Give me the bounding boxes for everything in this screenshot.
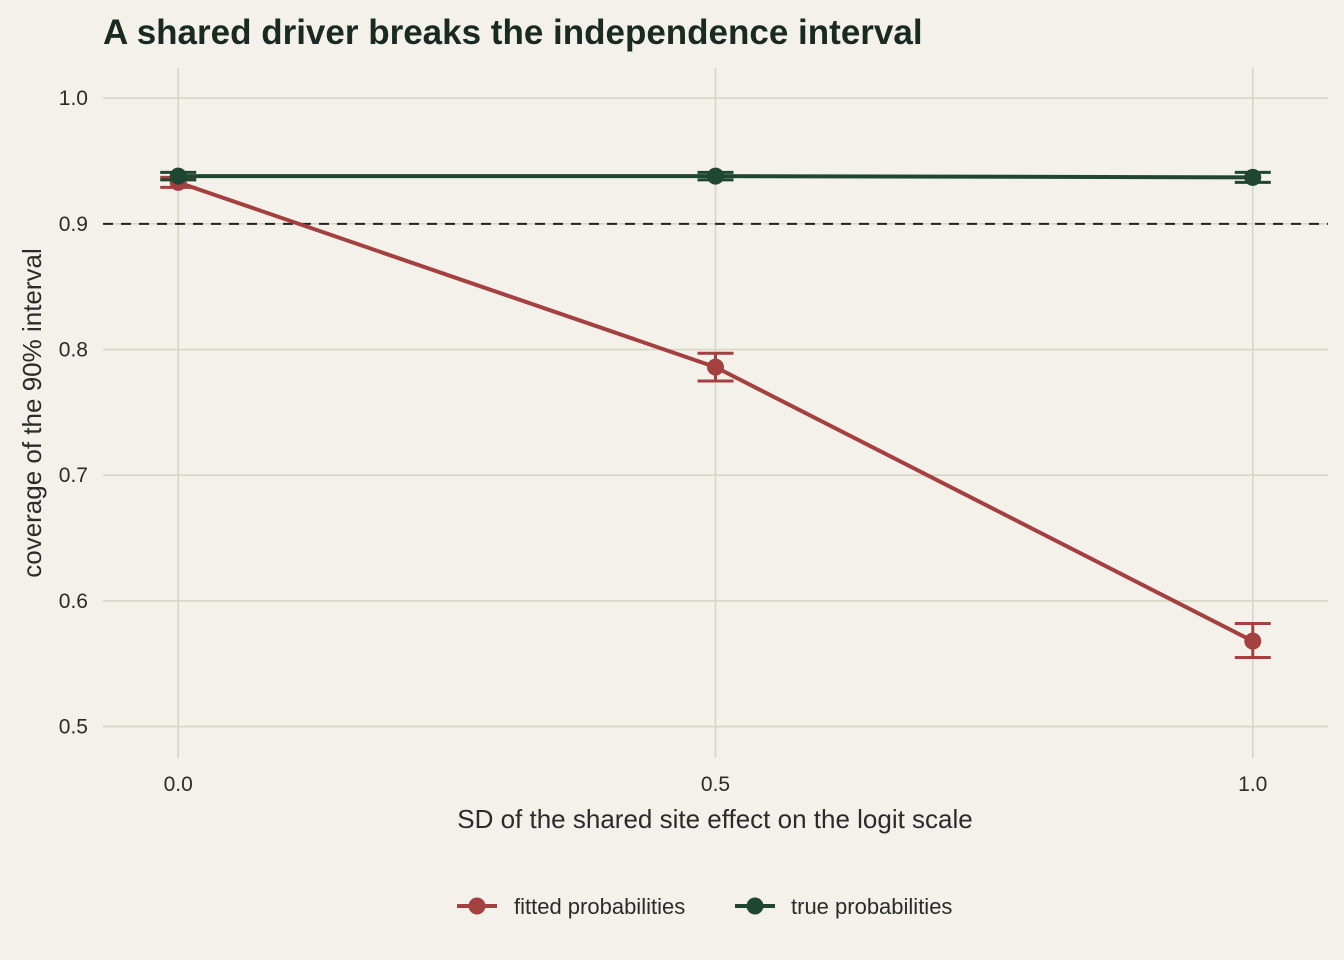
series-group bbox=[160, 167, 1271, 659]
x-axis-label: SD of the shared site effect on the logi… bbox=[457, 804, 973, 834]
y-tick-label: 0.7 bbox=[59, 464, 88, 487]
legend-key-marker bbox=[468, 897, 486, 915]
x-tick-label: 0.0 bbox=[164, 773, 193, 796]
legend-label: fitted probabilities bbox=[514, 894, 685, 919]
data-point bbox=[707, 358, 724, 376]
y-tick-label: 0.6 bbox=[59, 590, 88, 613]
data-point bbox=[1244, 632, 1262, 650]
legend-item: true probabilities bbox=[735, 894, 952, 919]
legend-item: fitted probabilities bbox=[457, 894, 685, 919]
y-tick-label: 1.0 bbox=[59, 87, 88, 110]
data-point bbox=[1244, 168, 1262, 186]
y-tick-label: 0.8 bbox=[59, 339, 88, 362]
data-point bbox=[707, 167, 724, 185]
x-tick-label: 0.5 bbox=[701, 773, 730, 796]
y-tick-label: 0.9 bbox=[59, 213, 88, 236]
legend-label: true probabilities bbox=[791, 894, 952, 919]
x-tick-labels: 0.0 0.5 1.0 bbox=[164, 773, 1268, 796]
legend-key-marker bbox=[746, 897, 764, 915]
series-true-probabilities bbox=[160, 167, 1271, 186]
y-tick-label: 0.5 bbox=[59, 716, 88, 739]
chart-title: A shared driver breaks the independence … bbox=[103, 13, 923, 52]
x-tick-label: 1.0 bbox=[1238, 773, 1267, 796]
y-tick-labels: 0.5 0.6 0.7 0.8 0.9 1.0 bbox=[59, 87, 88, 738]
legend: fitted probabilities true probabilities bbox=[457, 894, 952, 919]
y-axis-label: coverage of the 90% interval bbox=[17, 248, 47, 578]
data-point bbox=[169, 167, 187, 185]
